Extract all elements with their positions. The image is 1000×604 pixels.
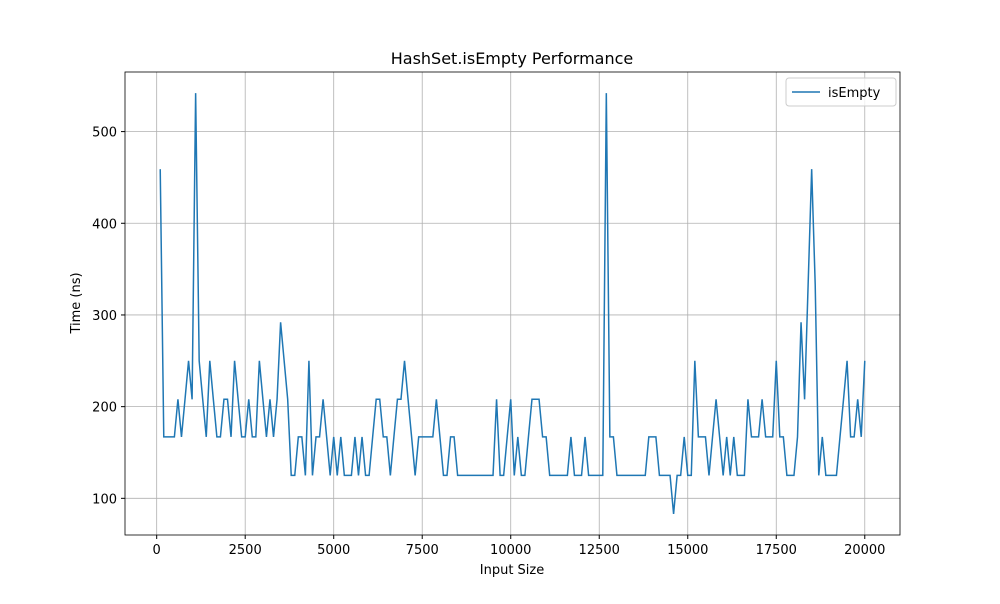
- x-tick-label: 2500: [229, 543, 262, 558]
- legend-box: [785, 77, 897, 107]
- legend-label: isEmpty: [828, 86, 881, 101]
- x-tick-label: 12500: [579, 543, 620, 558]
- y-tick-label: 200: [92, 401, 117, 416]
- y-tick-label: 300: [92, 309, 117, 324]
- x-tick-label: 0: [153, 543, 161, 558]
- chart-title: HashSet.isEmpty Performance: [391, 49, 634, 68]
- y-tick-label: 500: [92, 126, 117, 141]
- x-tick-label: 5000: [317, 543, 350, 558]
- x-tick-label: 7500: [406, 543, 439, 558]
- x-tick-label: 17500: [756, 543, 797, 558]
- x-tick-label: 10000: [490, 543, 531, 558]
- x-axis-label: Input Size: [480, 563, 544, 578]
- x-tick-label: 20000: [844, 543, 885, 558]
- line-series: [159, 93, 866, 514]
- y-axis-label: Time (ns): [69, 272, 84, 334]
- x-tick-label: 15000: [667, 543, 708, 558]
- y-tick-label: 100: [92, 492, 117, 507]
- y-tick-label: 400: [92, 217, 117, 232]
- plot-frame: [124, 71, 901, 536]
